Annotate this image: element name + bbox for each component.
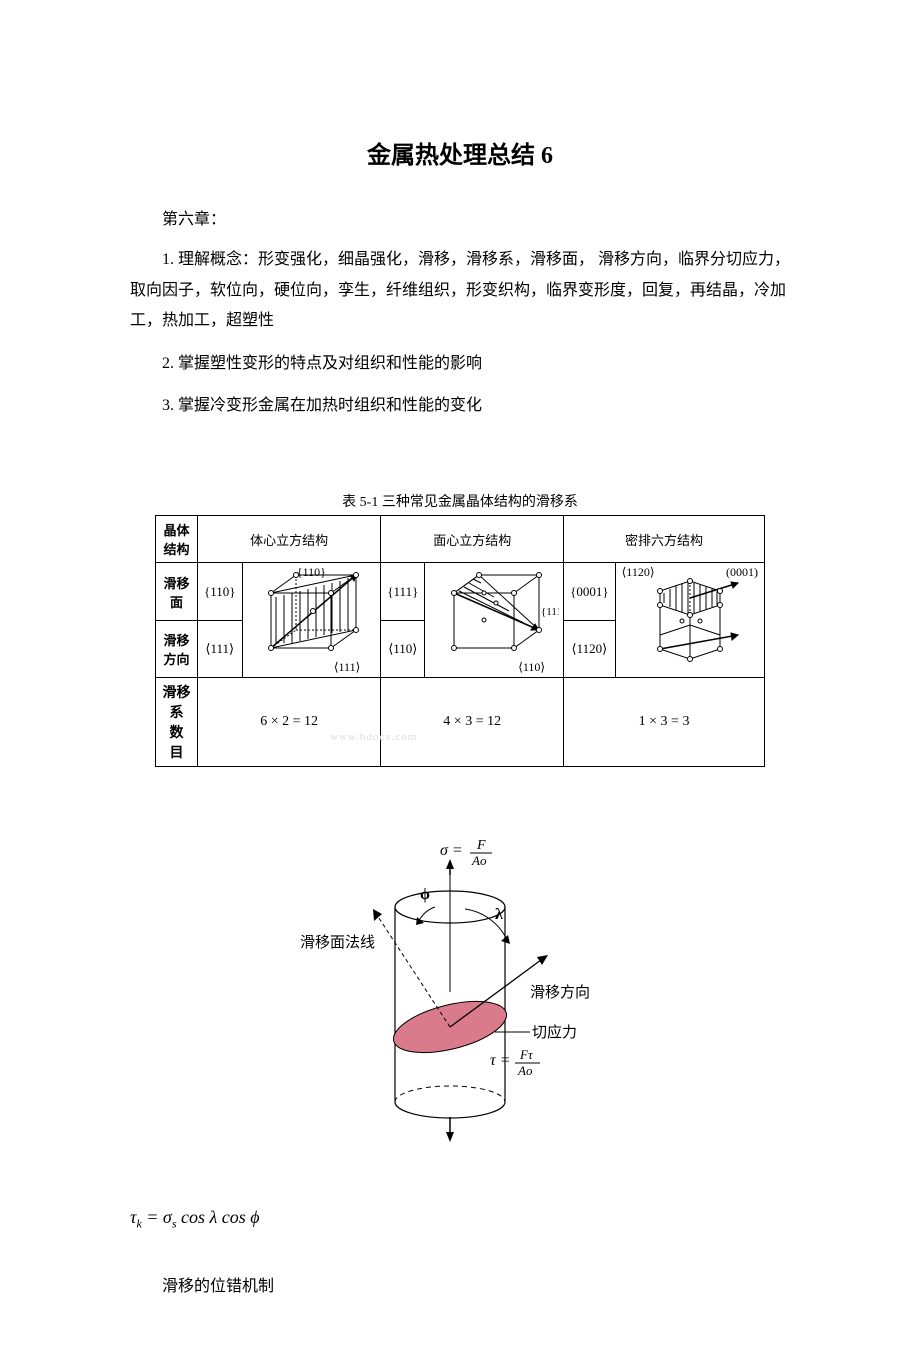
bcc-plane-label: {110} xyxy=(243,565,381,580)
row-header-direction: 滑移 方向 xyxy=(156,620,198,678)
hcp-count: 1 × 3 = 3 xyxy=(564,678,765,767)
row-header-structure: 晶体 结构 xyxy=(156,516,198,563)
bcc-count: 6 × 2 = 12 xyxy=(198,678,381,767)
svg-text:ϕ: ϕ xyxy=(420,886,430,903)
bcc-dir-label: ⟨111⟩ xyxy=(243,660,381,675)
svg-text:Fτ: Fτ xyxy=(519,1047,534,1062)
hcp-plane-extra: (0001) xyxy=(726,565,758,580)
fcc-dir-label: ⟨110⟩ xyxy=(425,660,563,675)
row-header-plane: 滑移面 xyxy=(156,563,198,621)
svg-text:F: F xyxy=(476,838,486,853)
col-header-hcp: 密排六方结构 xyxy=(564,516,765,563)
bcc-dir: ⟨111⟩ xyxy=(198,620,243,678)
svg-text:{111}: {111} xyxy=(541,606,559,618)
slip-dir-label: 滑移方向 xyxy=(530,984,590,1001)
col-header-bcc: 体心立方结构 xyxy=(198,516,381,563)
critical-shear-equation: τk = σs cos λ cos ϕ xyxy=(130,1207,790,1232)
hcp-diagram-cell: ⟨1120⟩ (0001) xyxy=(615,563,764,678)
fcc-dir: ⟨110⟩ xyxy=(381,620,425,678)
normal-label: 滑移面法线 xyxy=(300,934,375,951)
svg-text:τ =: τ = xyxy=(490,1052,511,1069)
point-1: 1. 理解概念：形变强化，细晶强化，滑移，滑移系，滑移面， 滑移方向，临界分切应… xyxy=(130,245,790,336)
col-header-fcc: 面心立方结构 xyxy=(381,516,564,563)
point-3: 3. 掌握冷变形金属在加热时组织和性能的变化 xyxy=(130,391,790,421)
svg-text:σ =: σ = xyxy=(440,842,463,859)
shear-label: 切应力 xyxy=(532,1023,577,1041)
row-header-count: 滑移系 数 目 xyxy=(156,678,198,767)
fcc-plane: {111} xyxy=(381,563,425,621)
watermark: www.bdocx.com xyxy=(330,731,417,743)
bcc-plane: {110} xyxy=(198,563,243,621)
bcc-diagram-cell: {110} xyxy=(242,563,381,678)
fcc-diagram-icon: {111} xyxy=(429,563,559,673)
svg-text:Ao: Ao xyxy=(471,853,487,868)
hcp-plane-alt: ⟨1120⟩ xyxy=(622,565,655,580)
cylinder-diagram: σ = F Ao ϕ λ 滑移面法线 滑移方向 切应力 xyxy=(280,837,640,1177)
table-caption: 表 5-1 三种常见金属晶体结构的滑移系 xyxy=(130,491,790,511)
hcp-plane: {0001} xyxy=(564,563,615,621)
point-2: 2. 掌握塑性变形的特点及对组织和性能的影响 xyxy=(130,349,790,379)
fcc-diagram-cell: {111} ⟨110⟩ xyxy=(425,563,564,678)
chapter-label: 第六章： xyxy=(130,205,790,235)
svg-text:Ao: Ao xyxy=(517,1063,533,1078)
hcp-dir: ⟨1120⟩ xyxy=(564,620,615,678)
svg-text:λ: λ xyxy=(495,906,503,923)
dislocation-heading: 滑移的位错机制 xyxy=(130,1272,790,1296)
cylinder-svg-icon: σ = F Ao ϕ λ 滑移面法线 滑移方向 切应力 xyxy=(280,837,640,1177)
page-title: 金属热处理总结 6 xyxy=(130,135,790,170)
slip-systems-table: 晶体 结构 体心立方结构 面心立方结构 密排六方结构 滑移面 {110} {11… xyxy=(155,515,765,767)
fcc-count: 4 × 3 = 12 xyxy=(381,678,564,767)
